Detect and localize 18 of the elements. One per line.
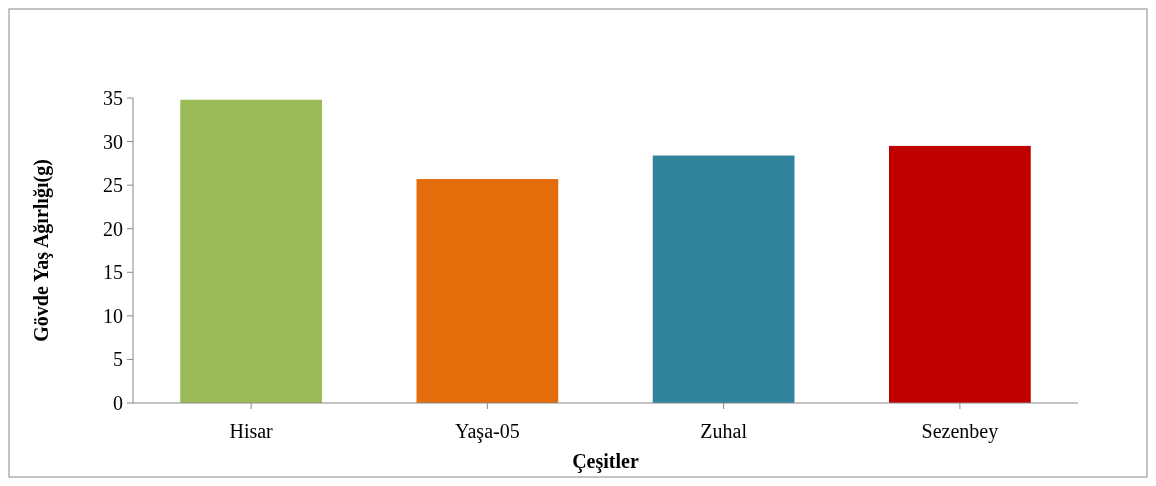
y-tick-label: 0 xyxy=(113,392,123,414)
bar xyxy=(652,155,795,403)
x-tick-label: Zuhal xyxy=(700,420,748,442)
y-tick-label: 35 xyxy=(103,87,123,109)
bar xyxy=(889,145,1031,403)
y-tick-label: 20 xyxy=(103,217,123,240)
y-axis-title: Gövde Yaş Ağırlığı(g) xyxy=(30,159,53,342)
x-tick-label: Hisar xyxy=(229,420,274,442)
x-axis-title: Çeşitler xyxy=(572,450,639,473)
y-tick-label: 5 xyxy=(113,348,123,371)
y-tick-label: 15 xyxy=(103,261,123,284)
x-tick-label: Sezenbey xyxy=(921,420,999,443)
y-tick-label: 25 xyxy=(103,174,123,197)
bar xyxy=(180,99,322,403)
y-tick-label: 30 xyxy=(103,130,123,153)
x-tick-label: Yaşa-05 xyxy=(455,420,520,443)
y-tick-label: 10 xyxy=(103,304,123,327)
bar xyxy=(416,179,559,403)
